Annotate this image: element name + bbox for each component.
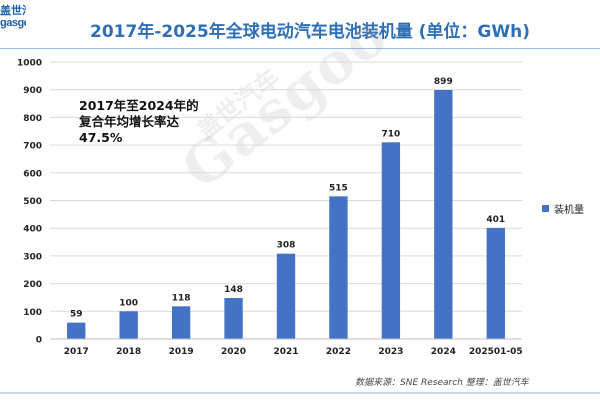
data-label-2020: 148 xyxy=(224,285,243,295)
bar-202501-05 xyxy=(486,227,505,339)
bar-2018 xyxy=(119,311,138,339)
x-tick-label-2017: 2017 xyxy=(64,347,89,357)
logo-line-en: gasgoo xyxy=(0,17,26,29)
y-tick-label: 300 xyxy=(23,252,42,262)
data-label-202501-05: 401 xyxy=(486,215,505,225)
annotation-line-3: 47.5% xyxy=(79,130,123,145)
logo-line-cn: 盖世汽车 xyxy=(0,4,26,17)
x-tick-label-2022: 2022 xyxy=(326,347,351,357)
y-tick-label: 200 xyxy=(23,280,42,290)
legend-swatch xyxy=(542,205,549,212)
data-label-2017: 59 xyxy=(70,310,83,320)
y-tick-label: 0 xyxy=(36,336,42,346)
data-label-2018: 100 xyxy=(119,298,138,308)
annotation-line-1: 2017年至2024年的 xyxy=(79,98,199,113)
gasgoo-logo: 盖世汽车 gasgoo xyxy=(0,4,26,48)
x-tick-label-2024: 2024 xyxy=(431,347,456,357)
legend: 装机量 xyxy=(542,201,584,216)
data-label-2021: 308 xyxy=(277,241,296,251)
x-axis-ticks: 2017 2018 2019 2020 2021 2022 2023 2024 202501-0… xyxy=(64,347,523,357)
bar-2017 xyxy=(67,322,86,339)
y-tick-label: 800 xyxy=(23,114,42,124)
data-labels: 59 100 118 148 308 515 710 899 401 xyxy=(70,77,505,320)
bar-2023 xyxy=(381,142,401,339)
x-tick-label-202501-05: 202501-05 xyxy=(469,347,523,357)
x-tick-label-2020: 2020 xyxy=(221,347,246,357)
data-label-2019: 118 xyxy=(172,293,191,303)
data-label-2022: 515 xyxy=(329,183,348,193)
y-tick-label: 500 xyxy=(23,197,42,207)
y-tick-label: 400 xyxy=(23,225,42,235)
y-tick-label: 600 xyxy=(23,169,42,179)
chart-title: 2017年-2025年全球电动汽车电池装机量 (单位：GWh) xyxy=(90,22,530,42)
bar-2020 xyxy=(224,298,243,339)
footer-divider xyxy=(0,392,600,394)
cagr-annotation: 2017年至2024年的 复合年均增长率达 47.5% xyxy=(79,98,199,146)
x-tick-label-2019: 2019 xyxy=(169,347,194,357)
y-tick-label: 1000 xyxy=(17,59,42,69)
source-note: 数据来源：SNE Research 整理：盖世汽车 xyxy=(355,378,529,388)
bar-2019 xyxy=(171,306,191,339)
y-tick-label: 700 xyxy=(23,142,42,152)
bar-2021 xyxy=(276,253,296,339)
bar-2024 xyxy=(434,89,453,340)
data-label-2023: 710 xyxy=(381,129,400,139)
bars xyxy=(67,89,505,340)
data-label-2024: 899 xyxy=(434,77,453,87)
bar-2022 xyxy=(329,196,348,339)
y-axis-ticks: 0 100 200 300 400 500 600 700 800 900 1000 xyxy=(17,59,42,346)
x-tick-label-2021: 2021 xyxy=(273,347,298,357)
y-tick-label: 100 xyxy=(23,308,42,318)
x-tick-label-2023: 2023 xyxy=(378,347,403,357)
legend-label: 装机量 xyxy=(554,205,584,216)
annotation-line-2: 复合年均增长率达 xyxy=(79,114,180,129)
title-divider xyxy=(0,48,600,49)
y-tick-label: 900 xyxy=(23,86,42,96)
x-tick-label-2018: 2018 xyxy=(116,347,141,357)
